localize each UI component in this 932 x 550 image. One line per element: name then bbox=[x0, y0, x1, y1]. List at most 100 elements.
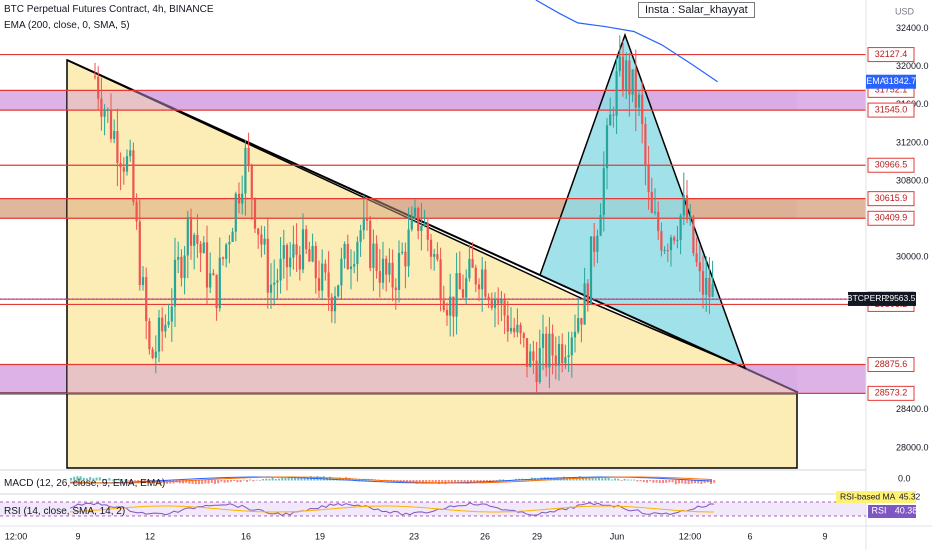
price-level-tag-label: 30615.9 bbox=[875, 193, 908, 203]
macd-histogram-bar bbox=[662, 480, 664, 484]
macd-histogram-bar bbox=[610, 479, 613, 481]
candle-body bbox=[394, 287, 397, 291]
candle-body bbox=[417, 207, 420, 231]
macd-histogram-bar bbox=[236, 480, 239, 483]
candle-body bbox=[385, 258, 388, 275]
candle-body bbox=[420, 225, 423, 231]
candle-body bbox=[253, 198, 257, 229]
candle-body bbox=[433, 254, 436, 257]
candle-body bbox=[535, 360, 538, 383]
candle-body bbox=[218, 257, 221, 309]
candle-body bbox=[301, 229, 305, 270]
macd-histogram-bar bbox=[306, 477, 309, 481]
candle-body bbox=[231, 231, 234, 242]
candle-body bbox=[689, 216, 692, 220]
candle-body bbox=[410, 216, 413, 230]
macd-histogram-bar bbox=[658, 480, 661, 484]
candle-body bbox=[711, 284, 714, 297]
candle-body bbox=[241, 193, 244, 204]
candle-body bbox=[602, 168, 605, 216]
candle-body bbox=[426, 222, 429, 240]
candle-body bbox=[567, 355, 570, 358]
candle-body bbox=[615, 71, 618, 116]
candle-body bbox=[129, 150, 132, 157]
macd-histogram-bar bbox=[463, 480, 466, 483]
candle-body bbox=[481, 269, 484, 290]
macd-histogram-bar bbox=[105, 479, 108, 481]
candle-body bbox=[276, 280, 279, 283]
time-axis-label: 26 bbox=[480, 531, 490, 541]
macd-histogram-bar bbox=[329, 476, 332, 481]
macd-histogram-bar bbox=[402, 480, 405, 482]
candle-body bbox=[577, 318, 580, 332]
rsi-tag-value: 40.38 bbox=[895, 505, 918, 515]
macd-histogram-bar bbox=[287, 477, 290, 481]
price-level-tag bbox=[867, 357, 915, 373]
macd-histogram-bar bbox=[338, 477, 341, 481]
candle-body bbox=[132, 150, 135, 202]
macd-histogram-bar bbox=[620, 480, 623, 481]
macd-histogram-bar bbox=[473, 480, 476, 482]
macd-histogram-bar bbox=[255, 479, 258, 481]
macd-histogram-bar bbox=[607, 477, 610, 481]
candle-body bbox=[103, 111, 106, 117]
macd-histogram-bar bbox=[569, 477, 572, 481]
candle-body bbox=[548, 333, 551, 368]
candle-body bbox=[429, 239, 433, 257]
macd-histogram-bar bbox=[447, 480, 450, 484]
candle-body bbox=[647, 165, 650, 192]
macd-histogram-bar bbox=[553, 477, 556, 481]
candle-body bbox=[516, 324, 519, 333]
candle-body bbox=[439, 259, 442, 301]
candle-body bbox=[205, 242, 209, 288]
rsi-ma-tag-label: RSI-based MA bbox=[840, 491, 896, 501]
candle-body bbox=[247, 147, 250, 166]
macd-histogram-bar bbox=[476, 480, 479, 483]
candle-body bbox=[564, 357, 567, 364]
macd-histogram-bar bbox=[73, 476, 76, 481]
macd-histogram-bar bbox=[278, 478, 280, 481]
macd-histogram-bar bbox=[322, 476, 325, 481]
macd-histogram-bar bbox=[604, 477, 607, 481]
candle-body bbox=[221, 257, 225, 259]
macd-histogram-bar bbox=[492, 480, 495, 482]
candle-body bbox=[650, 191, 653, 213]
macd-histogram-bar bbox=[636, 480, 639, 482]
price-level-tag bbox=[867, 102, 915, 118]
macd-histogram-bar bbox=[678, 480, 680, 484]
candle-body bbox=[298, 254, 301, 270]
candle-body bbox=[682, 195, 685, 216]
candle-body bbox=[388, 262, 391, 275]
candle-body bbox=[657, 211, 660, 232]
macd-histogram-bar bbox=[239, 480, 242, 483]
candle-body bbox=[257, 228, 260, 235]
macd-histogram-bar bbox=[614, 478, 616, 481]
macd-histogram-bar bbox=[431, 480, 434, 484]
macd-histogram-bar bbox=[390, 480, 392, 481]
candle-body bbox=[193, 234, 196, 246]
candle-body bbox=[177, 256, 180, 260]
candle-body bbox=[173, 259, 177, 307]
candle-body bbox=[353, 264, 356, 267]
macd-histogram-bar bbox=[118, 478, 120, 481]
candle-body bbox=[317, 278, 321, 291]
candle-body bbox=[295, 244, 298, 255]
candle-body bbox=[180, 256, 183, 278]
candle-body bbox=[228, 241, 231, 245]
macd-histogram-bar bbox=[502, 479, 504, 481]
macd-histogram-bar bbox=[214, 480, 216, 484]
macd-histogram-bar bbox=[617, 478, 620, 481]
candle-body bbox=[593, 236, 596, 252]
candle-body bbox=[375, 243, 378, 272]
macd-histogram-bar bbox=[268, 478, 271, 481]
candle-body bbox=[343, 243, 346, 259]
macd-histogram-bar bbox=[460, 480, 463, 483]
macd-histogram-bar bbox=[351, 478, 354, 481]
macd-histogram-bar bbox=[585, 478, 588, 481]
macd-histogram-bar bbox=[418, 480, 421, 483]
candle-body bbox=[308, 249, 311, 262]
macd-histogram-bar bbox=[626, 479, 629, 481]
axis-unit-label: USD bbox=[895, 6, 915, 16]
candle-body bbox=[605, 125, 609, 169]
